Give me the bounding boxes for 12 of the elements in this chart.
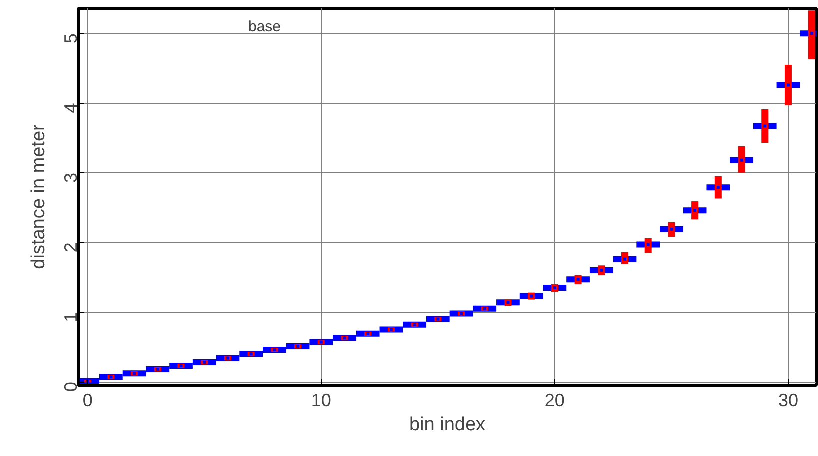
x-tick-label: 10: [311, 390, 332, 410]
annotation: base: [248, 18, 282, 36]
y-tick-label: 1: [61, 312, 81, 322]
y-tick-label: 5: [61, 34, 81, 44]
x-tick-label: 20: [544, 390, 565, 410]
y-axis-title: distance in meter: [28, 124, 50, 270]
x-axis-title: bin index: [409, 414, 486, 436]
y-tick-label: 3: [61, 172, 81, 183]
y-tick-label: 2: [61, 242, 81, 253]
x-tick-label: 30: [778, 390, 798, 410]
y-tick-label: 4: [61, 103, 81, 114]
y-tick-label: 0: [61, 382, 81, 392]
